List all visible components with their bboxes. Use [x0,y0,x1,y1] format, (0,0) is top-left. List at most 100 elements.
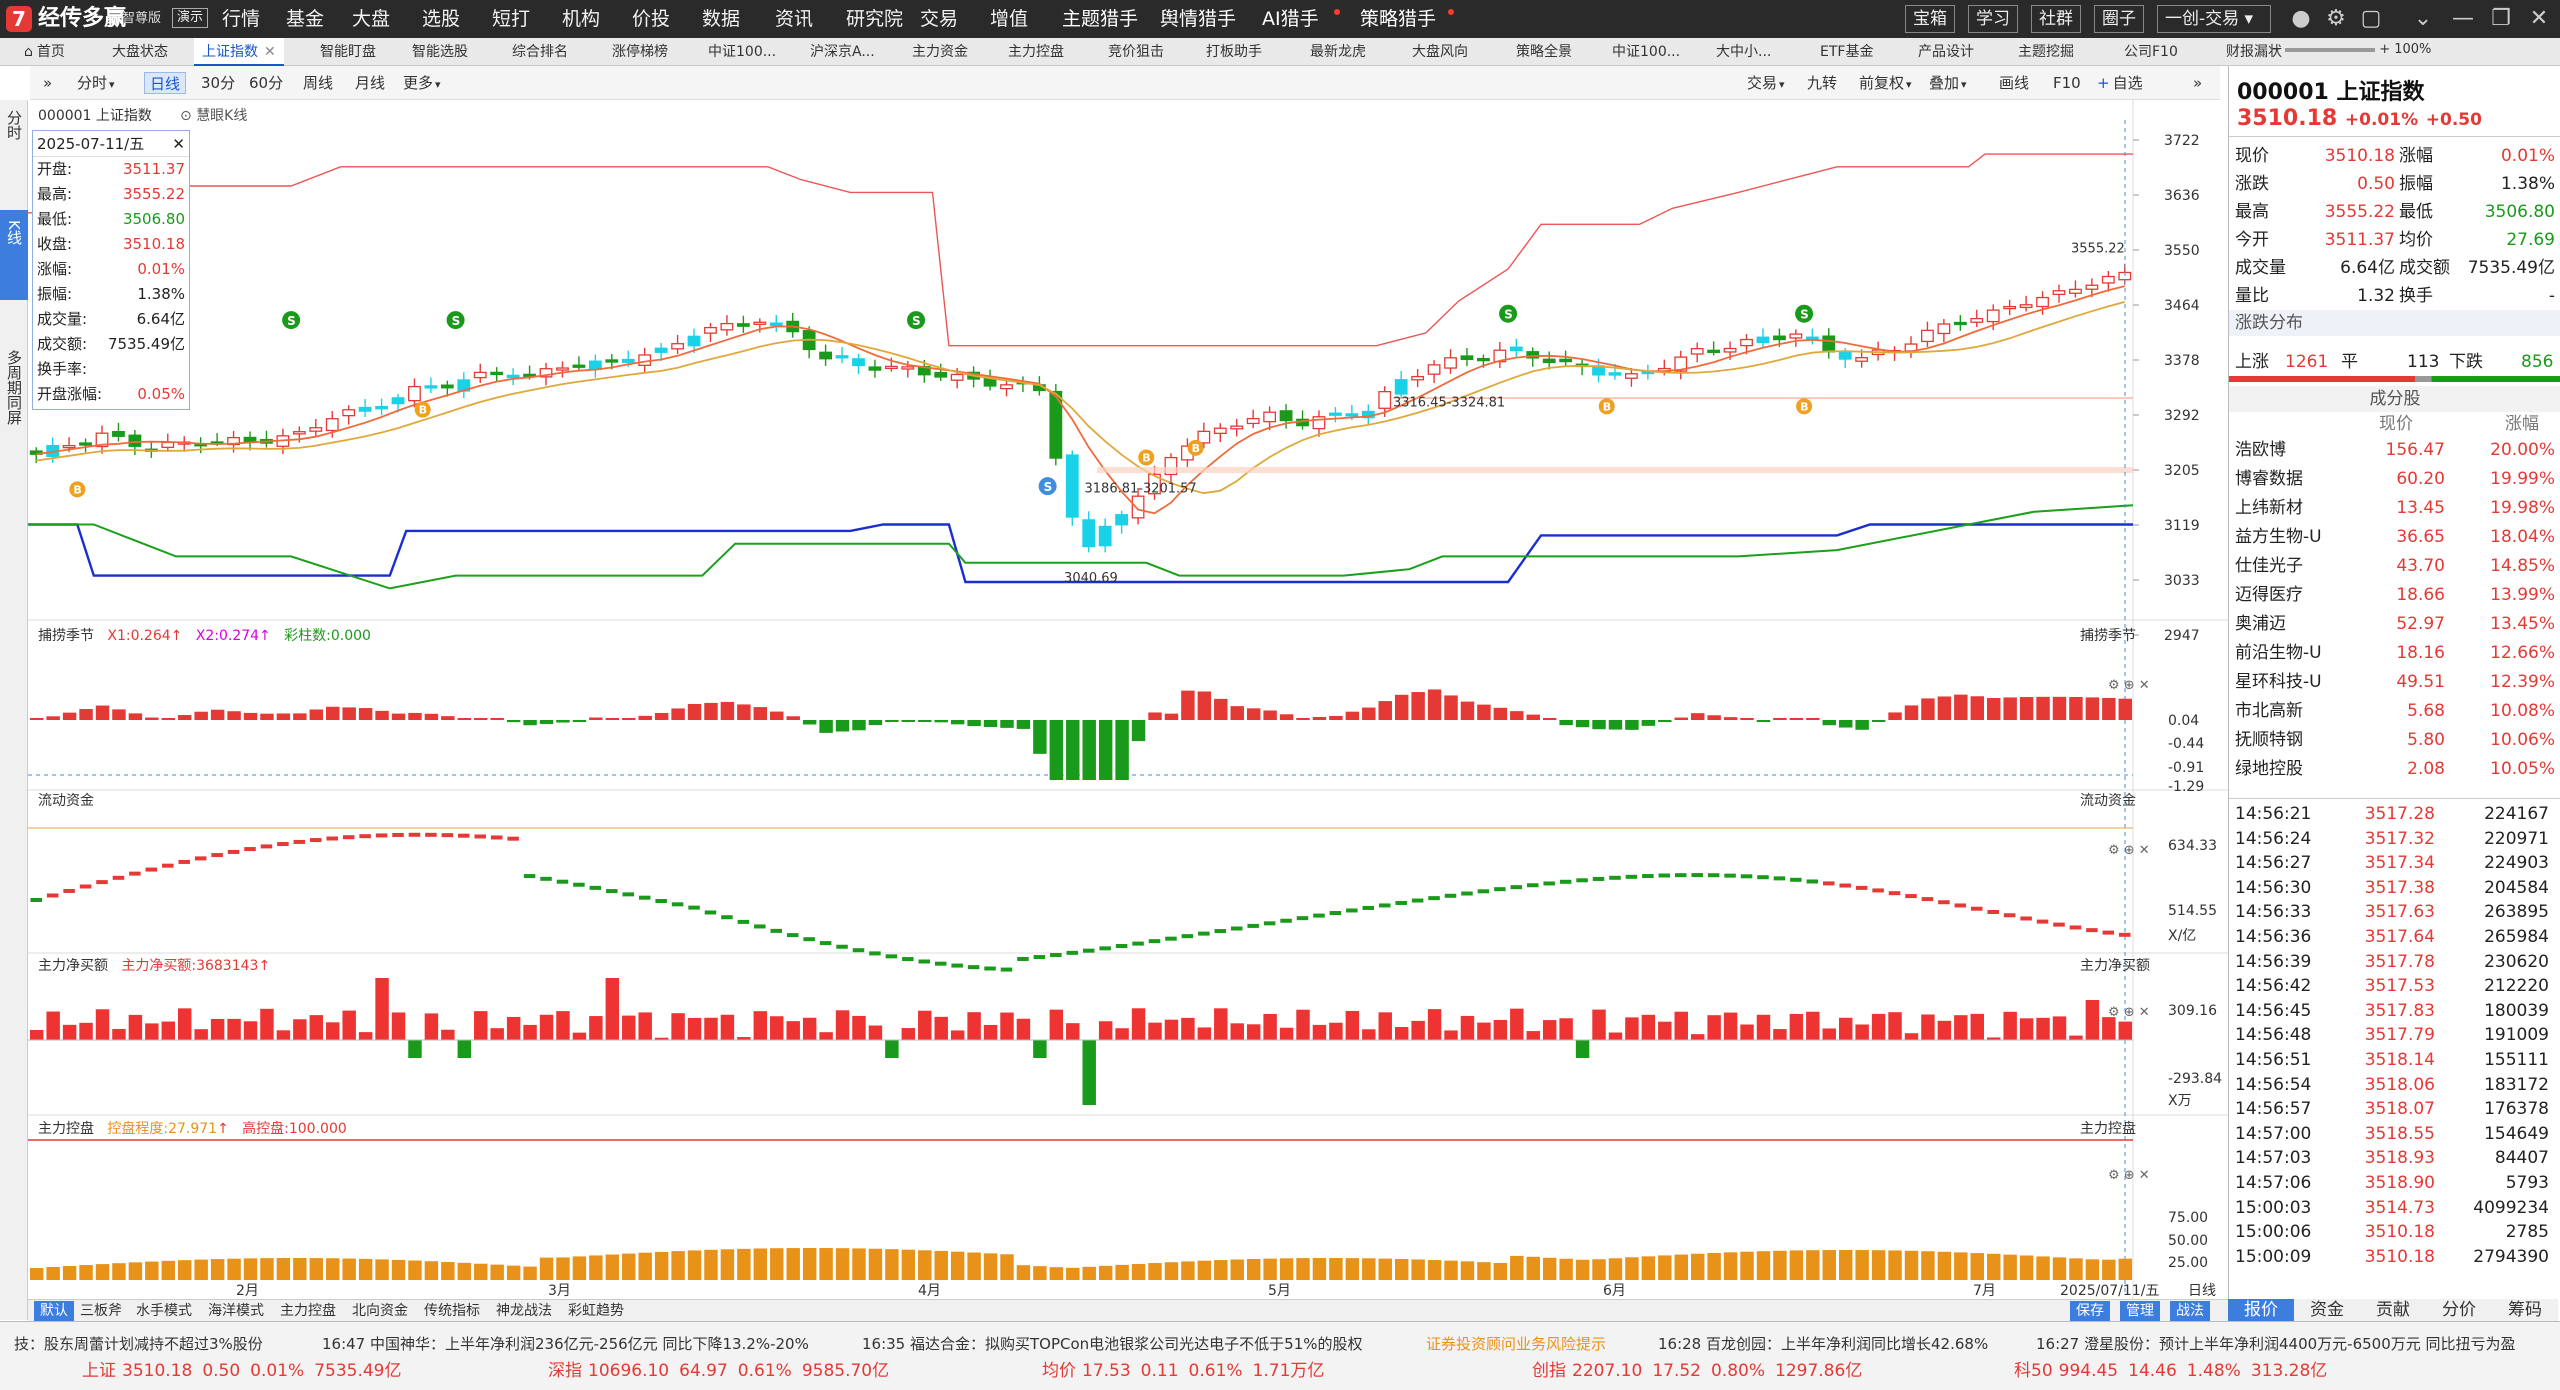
close-tab-icon[interactable]: ✕ [264,44,276,60]
tab-11[interactable]: 竞价狙击 [1100,38,1172,66]
tool-5[interactable]: F10 [2048,72,2086,94]
menu-item-11[interactable]: 增值 [990,8,1029,30]
zoom-in-icon[interactable]: + [2379,42,2391,57]
period-3[interactable]: 60分 [244,72,288,94]
close-icon[interactable]: ✕ [172,135,185,153]
menu-item-12[interactable]: 主题猎手 [1062,8,1139,30]
stock-row[interactable]: 市北高新 5.68 10.08% [2229,697,2560,725]
trade-account-select[interactable]: 一创-交易 ▾ [2157,5,2271,33]
tab-4[interactable]: 智能选股 [404,38,476,66]
stock-row[interactable]: 奥浦迈 52.97 13.45% [2229,610,2560,638]
template-tab-3[interactable]: 海洋模式 [208,1303,264,1319]
tool-6[interactable]: + 自选 [2092,72,2148,94]
stock-row[interactable]: 浩欧博 156.47 20.00% [2229,436,2560,464]
quote-tab-1[interactable]: 资金 [2294,1299,2360,1321]
period-2[interactable]: 30分 [196,72,240,94]
stock-row[interactable]: 益方生物-U 36.65 18.04% [2229,523,2560,551]
learn-button[interactable]: 学习 [1968,5,2018,33]
template-action-0[interactable]: 保存 [2070,1301,2110,1321]
menu-item-15[interactable]: 策略猎手 [1360,8,1437,30]
period-4[interactable]: 周线 [298,72,338,94]
tab-18[interactable]: ETF基金 [1812,38,1881,66]
template-tab-1[interactable]: 三板斧 [80,1303,122,1319]
menu-item-2[interactable]: 大盘 [352,8,391,30]
tool-1[interactable]: 九转 [1802,72,1842,94]
close-icon[interactable]: ✕ [2529,6,2549,31]
news-item[interactable]: 16:47 中国神华：上半年净利润236亿元-256亿元 同比下降13.2%-2… [322,1335,809,1353]
treasure-box-button[interactable]: 宝箱 [1905,5,1955,33]
quote-tab-2[interactable]: 贡献 [2360,1299,2426,1321]
tab-5[interactable]: 综合排名 [504,38,576,66]
quote-tab-4[interactable]: 筹码 [2492,1299,2558,1321]
tool-3[interactable]: 叠加 ▾ [1924,72,1972,94]
menu-item-10[interactable]: 交易 [920,8,959,30]
tab-7[interactable]: 中证100... [700,38,784,66]
menu-item-7[interactable]: 数据 [702,8,741,30]
zoom-control[interactable]: − + 100% [2270,42,2431,57]
tab-multi-period[interactable]: 多周期同屏 [0,350,28,470]
tab-14[interactable]: 大盘风向 [1404,38,1476,66]
index-ticker[interactable]: 科50 994.45 14.46 1.48% 313.28亿 [2014,1358,2327,1384]
template-tab-0[interactable]: 默认 [34,1301,74,1321]
template-tab-2[interactable]: 水手模式 [136,1303,192,1319]
menu-item-9[interactable]: 研究院 [846,8,904,30]
tab-19[interactable]: 产品设计 [1910,38,1982,66]
news-item[interactable]: 证券投资顾问业务风险提示 [1426,1335,1607,1353]
tab-8[interactable]: 沪深京A... [802,38,883,66]
stock-row[interactable]: 抚顺特钢 5.80 10.06% [2229,726,2560,754]
dropdown-icon[interactable]: ⌄ [2413,6,2433,31]
gear-icon[interactable]: ⚙ [2326,6,2346,31]
maximize-icon[interactable]: ❐ [2491,6,2511,31]
news-item[interactable]: 技：股东周蕾计划减持不超过3%股份 [14,1335,263,1353]
tab-1[interactable]: 大盘状态 [104,38,176,66]
menu-item-6[interactable]: 价投 [632,8,671,30]
news-item[interactable]: 16:28 百龙创园：上半年净利润同比增长42.68% [1658,1335,1989,1353]
tab-9[interactable]: 主力资金 [904,38,976,66]
template-tab-8[interactable]: 彩虹趋势 [568,1303,624,1319]
tab-15[interactable]: 策略全景 [1508,38,1580,66]
tab-22[interactable]: 财报漏状 [2218,38,2290,66]
menu-item-5[interactable]: 机构 [562,8,601,30]
period-0[interactable]: 分时 ▾ [72,72,120,94]
tab-timeshare[interactable]: 分时 [0,110,28,164]
quote-tab-0[interactable]: 报价 [2228,1299,2294,1321]
index-ticker[interactable]: 创指 2207.10 17.52 0.80% 1297.86亿 [1532,1358,1862,1384]
menu-item-0[interactable]: 行情 [222,8,261,30]
news-item[interactable]: 16:35 福达合金：拟购买TOPCon电池银浆公司光达电子不低于51%的股权 [862,1335,1363,1353]
index-ticker[interactable]: 均价 17.53 0.11 0.61% 1.71万亿 [1042,1358,1324,1384]
template-tab-7[interactable]: 神龙战法 [496,1303,552,1319]
user-icon[interactable]: ● [2291,6,2311,31]
tab-6[interactable]: 涨停梯榜 [604,38,676,66]
tab-3[interactable]: 智能盯盘 [312,38,384,66]
kline-chart[interactable]: 3722 3636 3550 3464 3378 3292 3205 3119 3033 2947… [28,100,2228,1318]
template-tab-5[interactable]: 北向资金 [352,1303,408,1319]
menu-item-4[interactable]: 短打 [492,8,531,30]
template-tab-4[interactable]: 主力控盘 [280,1303,336,1319]
tab-0[interactable]: ⌂ 首页 [16,38,73,66]
stock-row[interactable]: 星环科技-U 49.51 12.39% [2229,668,2560,696]
template-action-2[interactable]: 战法 [2170,1301,2210,1321]
template-tab-6[interactable]: 传统指标 [424,1303,480,1319]
menu-item-14[interactable]: AI猎手 [1262,8,1319,30]
window-layout-icon[interactable]: ▢ [2360,6,2382,31]
stock-row[interactable]: 博睿数据 60.20 19.99% [2229,465,2560,493]
news-item[interactable]: 16:27 澄星股份：预计上半年净利润4400万元-6500万元 同比扭亏为盈 [2036,1335,2516,1353]
tool-0[interactable]: 交易 ▾ [1742,72,1790,94]
index-ticker[interactable]: 上证 3510.18 0.50 0.01% 7535.49亿 [82,1358,402,1384]
tool-2[interactable]: 前复权 ▾ [1854,72,1917,94]
community-button[interactable]: 社群 [2031,5,2081,33]
index-ticker[interactable]: 深指 10696.10 64.97 0.61% 9585.70亿 [548,1358,889,1384]
expand-icon[interactable]: » [2193,74,2203,92]
period-1[interactable]: 日线 [144,72,187,94]
menu-item-3[interactable]: 选股 [422,8,461,30]
minimize-icon[interactable]: — [2452,6,2474,31]
tab-10[interactable]: 主力控盘 [1000,38,1072,66]
tab-17[interactable]: 大中小... [1708,38,1779,66]
tab-2[interactable]: 上证指数 ✕ [194,38,284,66]
menu-item-13[interactable]: 舆情猎手 [1160,8,1237,30]
period-6[interactable]: 更多 ▾ [398,72,446,94]
stock-row[interactable]: 上纬新材 13.45 19.98% [2229,494,2560,522]
zoom-out-icon[interactable]: − [2270,42,2281,57]
period-5[interactable]: 月线 [350,72,390,94]
stock-row[interactable]: 绿地控股 2.08 10.05% [2229,755,2560,783]
